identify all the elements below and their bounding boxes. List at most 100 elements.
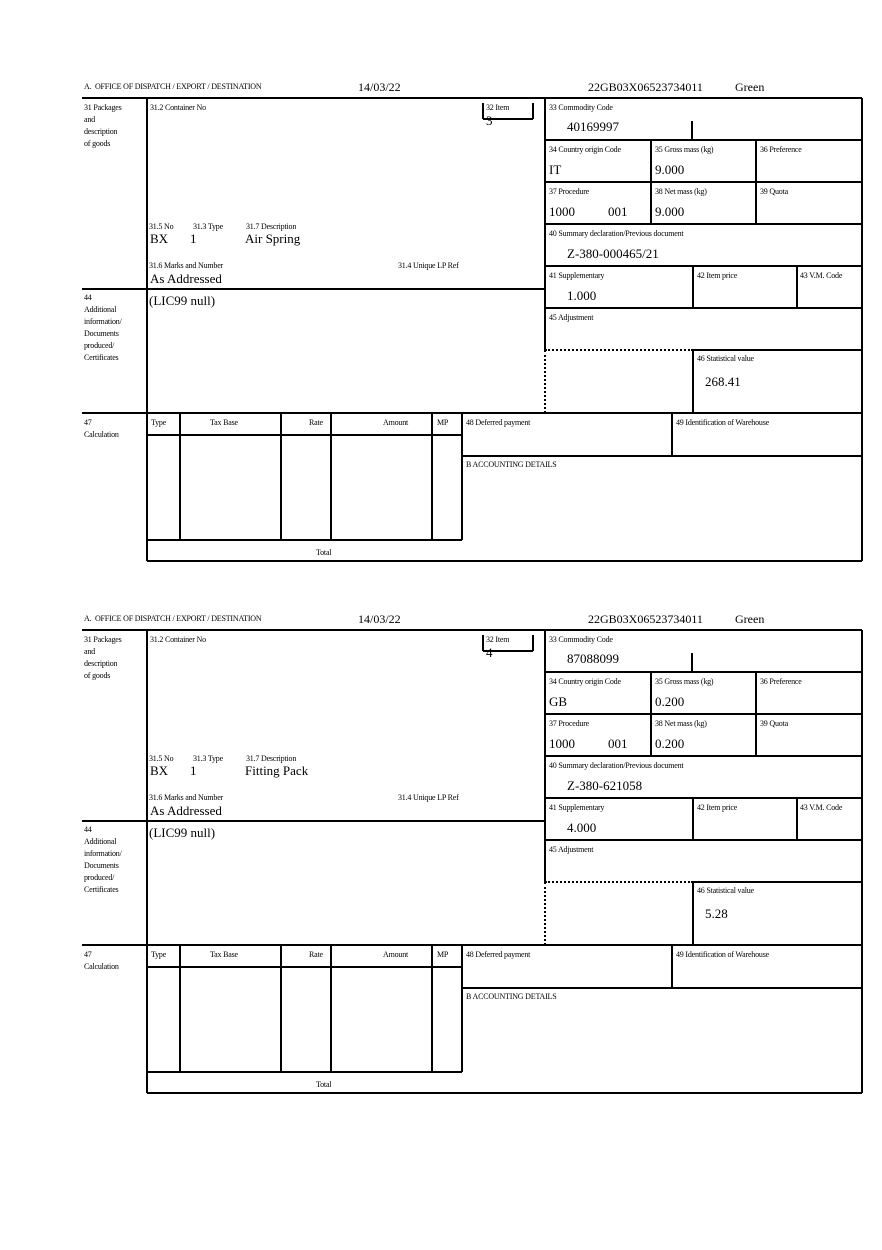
- dotted-divider: [544, 350, 546, 413]
- box44-label: Certificates: [84, 885, 119, 894]
- calc-column-header: Amount: [383, 418, 409, 427]
- adjustment-label: 45 Adjustment: [549, 845, 594, 854]
- country-origin-value: GB: [549, 694, 568, 709]
- form-border: [147, 966, 462, 968]
- item-value: 3: [486, 113, 493, 128]
- box44-label: Certificates: [84, 353, 119, 362]
- calc-column-header: Amount: [383, 950, 409, 959]
- statistical-value-label: 46 Statistical value: [697, 886, 754, 895]
- form-border: [545, 265, 862, 267]
- procedure-additional-value: 001: [608, 736, 628, 751]
- country-origin-label: 34 Country origin Code: [549, 145, 621, 154]
- package-type-label: 31.3 Type: [193, 222, 223, 231]
- form-border: [545, 797, 862, 799]
- form-border: [482, 635, 484, 651]
- form-border: [431, 945, 433, 1072]
- form-border: [693, 881, 862, 883]
- form-border: [692, 266, 694, 308]
- box47-label: 47: [84, 950, 92, 959]
- dotted-divider: [544, 882, 546, 945]
- form-border: [483, 118, 533, 120]
- form-border: [483, 650, 533, 652]
- box31-label: 31 Packages: [84, 103, 122, 112]
- form-border: [532, 103, 534, 119]
- box47-label: Calculation: [84, 430, 119, 439]
- form-border: [544, 98, 546, 350]
- commodity-code-label: 33 Commodity Code: [549, 635, 613, 644]
- declaration-reference: 22GB03X06523734011: [588, 612, 703, 626]
- marks-value: As Addressed: [150, 803, 222, 818]
- form-border: [671, 945, 673, 988]
- box44-label: information/: [84, 317, 122, 326]
- form-border: [82, 944, 862, 946]
- form-border: [544, 630, 546, 882]
- form-border: [691, 121, 693, 140]
- form-border: [545, 839, 862, 841]
- net-mass-label: 38 Net mass (kg): [655, 719, 707, 728]
- commodity-code-label: 33 Commodity Code: [549, 103, 613, 112]
- package-type-label: 31.3 Type: [193, 754, 223, 763]
- declaration-date: 14/03/22: [358, 612, 401, 626]
- form-border: [330, 945, 332, 1072]
- package-type-value: 1: [190, 763, 197, 778]
- commodity-code-value: 40169997: [567, 119, 619, 134]
- summary-declaration-label: 40 Summary declaration/Previous document: [549, 761, 684, 770]
- package-description-value: Fitting Pack: [245, 763, 309, 778]
- item-label: 32 Item: [486, 635, 510, 644]
- form-border: [82, 288, 545, 290]
- form-border: [82, 820, 545, 822]
- form-border: [861, 630, 863, 1093]
- procedure-label: 37 Procedure: [549, 187, 590, 196]
- declaration-reference: 22GB03X06523734011: [588, 80, 703, 94]
- box44-label: Additional: [84, 305, 117, 314]
- form-border: [693, 349, 862, 351]
- quota-label: 39 Quota: [760, 187, 788, 196]
- form-border: [461, 945, 463, 1072]
- commodity-code-value: 87088099: [567, 651, 619, 666]
- box47-label: 47: [84, 418, 92, 427]
- summary-declaration-label: 40 Summary declaration/Previous document: [549, 229, 684, 238]
- box44-label: 44: [84, 293, 92, 302]
- statistical-value-value: 5.28: [705, 906, 728, 921]
- unique-lp-ref-label: 31.4 Unique LP Ref: [398, 261, 459, 270]
- net-mass-label: 38 Net mass (kg): [655, 187, 707, 196]
- calc-column-header: Tax Base: [210, 418, 238, 427]
- deferred-payment-label: 48 Deferred payment: [466, 418, 531, 427]
- preference-label: 36 Preference: [760, 677, 802, 686]
- package-no-label: 31.5 No: [149, 754, 174, 763]
- box31-label: description: [84, 127, 118, 136]
- form-border: [431, 413, 433, 540]
- total-label: Total: [316, 548, 332, 557]
- country-origin-value: IT: [549, 162, 562, 177]
- form-border: [650, 672, 652, 756]
- box31-label: and: [84, 647, 95, 656]
- form-border: [147, 539, 462, 541]
- form-border: [179, 413, 181, 540]
- form-border: [545, 755, 862, 757]
- vm-code-label: 43 V.M. Code: [800, 271, 843, 280]
- box44-label: 44: [84, 825, 92, 834]
- form-border: [482, 103, 484, 119]
- procedure-label: 37 Procedure: [549, 719, 590, 728]
- net-mass-value: 0.200: [655, 736, 685, 751]
- form-border: [861, 98, 863, 561]
- form-border: [692, 798, 694, 840]
- additional-info-value: (LIC99 null): [149, 293, 216, 308]
- form-border: [692, 350, 694, 413]
- form-border: [650, 140, 652, 224]
- calc-column-header: Rate: [309, 418, 323, 427]
- form-border: [545, 713, 862, 715]
- supplementary-value: 1.000: [567, 288, 597, 303]
- gross-mass-label: 35 Gross mass (kg): [655, 145, 714, 154]
- net-mass-value: 9.000: [655, 204, 685, 219]
- route-status: Green: [735, 612, 765, 626]
- calc-column-header: MP: [437, 950, 449, 959]
- statistical-value-label: 46 Statistical value: [697, 354, 754, 363]
- warehouse-label: 49 Identification of Warehouse: [676, 950, 769, 959]
- dotted-divider: [545, 881, 693, 883]
- form-border: [755, 140, 757, 224]
- summary-declaration-value: Z-380-000465/21: [567, 246, 659, 261]
- form-border: [330, 413, 332, 540]
- declaration-date: 14/03/22: [358, 80, 401, 94]
- calc-column-header: Tax Base: [210, 950, 238, 959]
